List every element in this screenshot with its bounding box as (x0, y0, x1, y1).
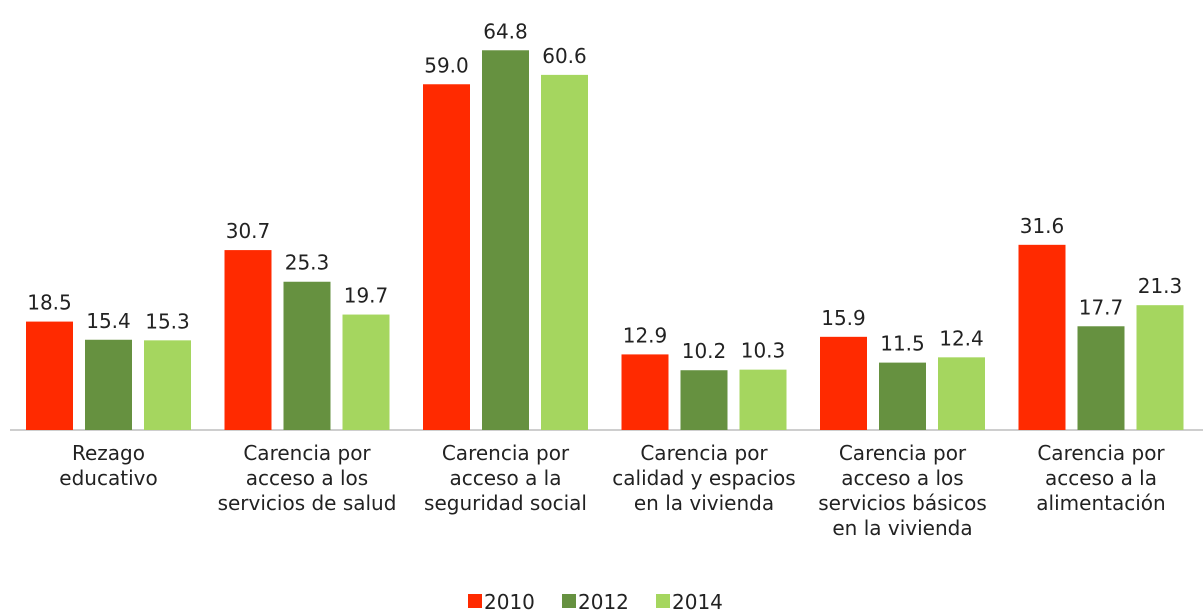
value-label: 15.4 (86, 309, 131, 333)
category-label: Rezago educativo (59, 441, 157, 490)
bar (85, 339, 132, 430)
bar (423, 84, 470, 430)
value-label: 15.9 (821, 306, 866, 330)
value-label: 21.3 (1138, 274, 1183, 298)
category-label: Carencia por acceso a los servicios de sal… (218, 441, 397, 515)
value-label: 11.5 (880, 332, 925, 356)
value-label: 30.7 (226, 219, 271, 243)
category-label-line: seguridad social (424, 491, 587, 515)
value-label: 64.8 (483, 19, 528, 43)
value-label: 12.4 (939, 326, 984, 350)
value-label: 18.5 (27, 291, 72, 315)
bar (1136, 305, 1184, 430)
value-label: 12.9 (623, 323, 668, 347)
category-label-line: Rezago (72, 441, 145, 465)
category-label-line: Carencia por (243, 441, 371, 465)
bar (621, 354, 669, 430)
value-label: 17.7 (1079, 295, 1124, 319)
category-label-line: Carencia por (640, 441, 768, 465)
value-label: 60.6 (542, 44, 587, 68)
value-label: 10.2 (682, 339, 727, 363)
legend-swatch (562, 594, 576, 608)
bar (1077, 326, 1125, 430)
value-label: 31.6 (1020, 214, 1065, 238)
category-label-line: acceso a los (246, 466, 368, 490)
bar (26, 321, 73, 430)
value-label: 25.3 (285, 251, 330, 275)
bar (482, 50, 529, 430)
category-label: Carencia por acceso a la seguridad social (424, 441, 587, 515)
category-label-line: calidad y espacios (612, 466, 795, 490)
bar (541, 74, 588, 430)
bar (820, 336, 867, 430)
bar (224, 250, 272, 430)
value-label: 59.0 (424, 53, 469, 77)
legend-swatch (656, 594, 670, 608)
category-label: Carencia por acceso a los servicios básico… (818, 441, 987, 540)
bar (680, 370, 728, 430)
legend-swatch (468, 594, 482, 608)
category-label: Carencia por calidad y espacios en la vivi… (612, 441, 795, 515)
category-label-line: alimentación (1036, 491, 1165, 515)
category-label-line: acceso a los (841, 466, 963, 490)
legend-label: 2014 (672, 590, 723, 614)
category-label-line: en la vivienda (832, 516, 972, 540)
bar (144, 340, 191, 430)
category-label-line: servicios básicos (818, 491, 987, 515)
category-label: Carencia por acceso a la alimentación (1036, 441, 1165, 515)
category-label-line: servicios de salud (218, 491, 397, 515)
category-label-line: educativo (59, 466, 157, 490)
category-label-line: Carencia por (839, 441, 967, 465)
value-label: 15.3 (145, 309, 190, 333)
legend-label: 2010 (484, 590, 535, 614)
value-label: 10.3 (741, 339, 786, 363)
category-label-line: acceso a la (450, 466, 562, 490)
category-label-line: Carencia por (442, 441, 570, 465)
bar (342, 314, 390, 430)
bar (283, 281, 331, 430)
category-label-line: Carencia por (1037, 441, 1165, 465)
bar (739, 369, 787, 430)
category-label-line: en la vivienda (634, 491, 774, 515)
bar (879, 362, 926, 430)
bar (1018, 244, 1066, 430)
legend-label: 2012 (578, 590, 629, 614)
category-label-line: acceso a la (1045, 466, 1157, 490)
value-label: 19.7 (344, 284, 389, 308)
bar (938, 357, 985, 430)
